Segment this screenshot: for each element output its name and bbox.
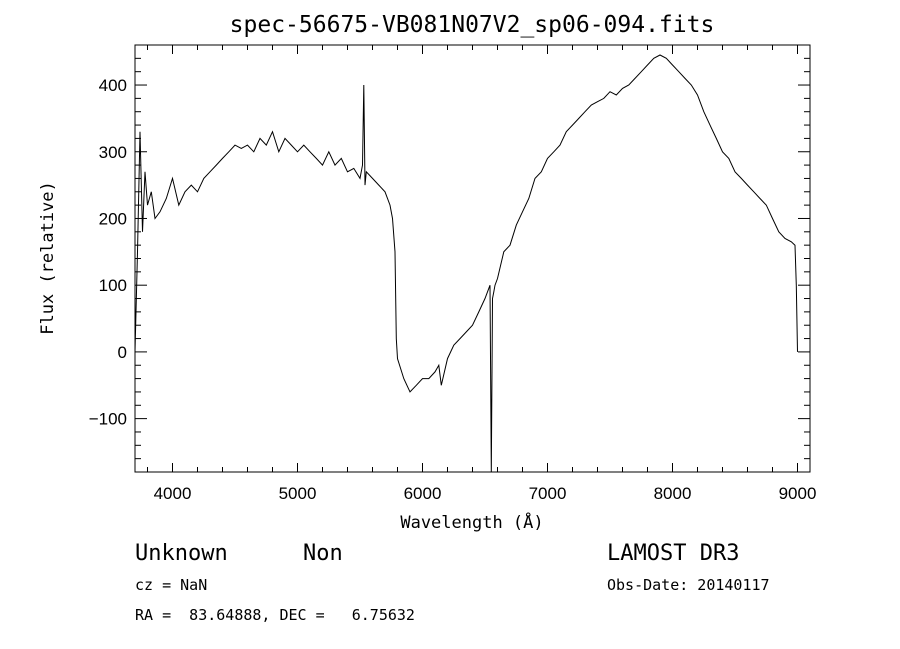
x-tick-label: 6000 bbox=[404, 484, 442, 503]
plot-frame bbox=[134, 44, 811, 473]
survey-label: LAMOST DR3 bbox=[607, 541, 739, 566]
object-label: Unknown bbox=[135, 541, 228, 566]
class-label: Non bbox=[303, 541, 343, 566]
x-tick-label: 5000 bbox=[279, 484, 317, 503]
y-tick-label: 200 bbox=[99, 209, 127, 228]
x-axis-label: Wavelength (Å) bbox=[400, 511, 543, 533]
y-tick-label: −100 bbox=[89, 410, 127, 429]
y-axis-label: Flux (relative) bbox=[38, 181, 58, 335]
coordinates-label: RA = 83.64888, DEC = 6.75632 bbox=[135, 606, 415, 624]
y-tick-label: 300 bbox=[99, 143, 127, 162]
x-tick-label: 7000 bbox=[529, 484, 567, 503]
chart-title: spec-56675-VB081N07V2_sp06-094.fits bbox=[230, 12, 715, 38]
x-axis: 4000 5000 6000 7000 8000 9000 bbox=[147, 45, 817, 503]
spectrum-line bbox=[134, 54, 798, 473]
x-tick-label: 8000 bbox=[654, 484, 692, 503]
y-tick-label: 100 bbox=[99, 276, 127, 295]
y-axis: −100 0 100 200 300 400 bbox=[89, 57, 810, 460]
y-tick-label: 400 bbox=[99, 76, 127, 95]
obs-date-label: Obs-Date: 20140117 bbox=[607, 576, 770, 594]
x-tick-label: 9000 bbox=[779, 484, 817, 503]
x-tick-label: 4000 bbox=[154, 484, 192, 503]
cz-label: cz = NaN bbox=[135, 576, 207, 594]
y-tick-label: 0 bbox=[118, 343, 127, 362]
